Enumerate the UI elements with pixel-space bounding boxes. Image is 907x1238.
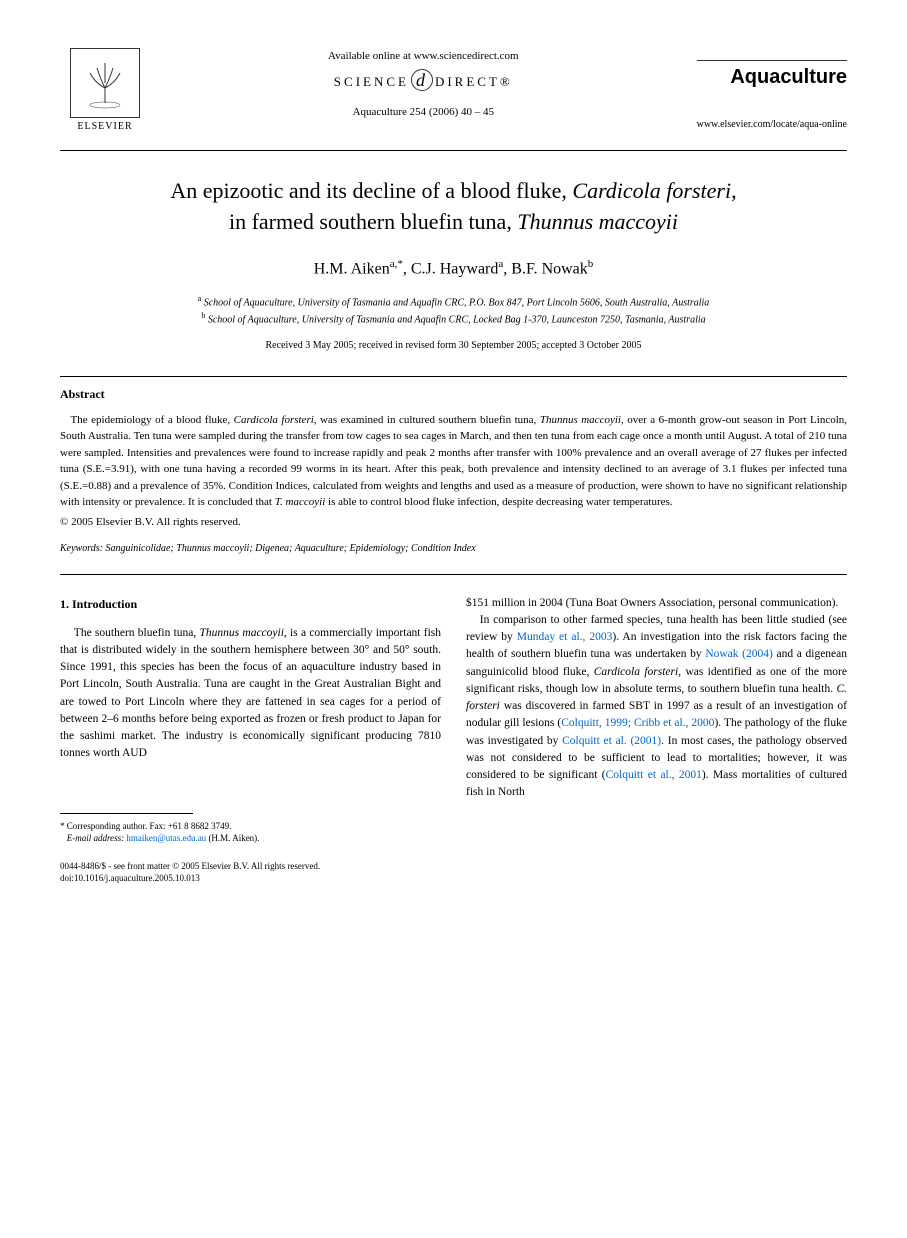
header-center: Available online at www.sciencedirect.co… <box>150 40 697 123</box>
intro-heading: 1. Introduction <box>60 595 441 613</box>
abs-t4: is able to control blood fluke infection… <box>325 496 672 508</box>
title-line1-post: , <box>731 178 737 203</box>
elsevier-tree-icon <box>70 48 140 118</box>
issn-line: 0044-8486/$ - see front matter © 2005 El… <box>60 860 441 873</box>
ref-munday[interactable]: Munday et al., 2003 <box>517 631 613 643</box>
abs-t2: , was examined in cultured southern blue… <box>314 414 540 426</box>
sd-at-icon: d <box>411 69 433 91</box>
author-1: H.M. Aiken <box>314 260 390 277</box>
keywords-line: Keywords: Sanguinicolidae; Thunnus macco… <box>60 543 847 554</box>
email-who: (H.M. Aiken). <box>208 833 259 843</box>
corresponding-footnote: * Corresponding author. Fax: +61 8 8682 … <box>60 820 441 845</box>
available-online-text: Available online at www.sciencedirect.co… <box>150 50 697 62</box>
elsevier-logo: ELSEVIER <box>60 40 150 140</box>
citation-line: Aquaculture 254 (2006) 40 – 45 <box>150 106 697 118</box>
sd-suffix: DIRECT® <box>435 74 513 89</box>
affil-a-text: School of Aquaculture, University of Tas… <box>201 297 709 308</box>
header-divider <box>60 150 847 151</box>
page-header: ELSEVIER Available online at www.science… <box>60 40 847 140</box>
sd-prefix: SCIENCE <box>334 74 409 89</box>
footnote-divider <box>60 813 193 814</box>
affiliations: a School of Aquaculture, University of T… <box>60 293 847 328</box>
ref-colquitt-cribb[interactable]: Colquitt, 1999; Cribb et al., 2000 <box>561 717 714 729</box>
email-label: E-mail address: <box>67 833 124 843</box>
corr-label: * Corresponding author. Fax: +61 8 8682 … <box>60 820 441 833</box>
c2p2-i1: Cardicola forsteri <box>594 666 678 678</box>
author-3-affil: b <box>588 258 594 270</box>
abs-i1: Cardicola forsteri <box>234 414 314 426</box>
col2-para-1: $151 million in 2004 (Tuna Boat Owners A… <box>466 595 847 612</box>
abstract-heading: Abstract <box>60 387 847 402</box>
science-direct-logo: SCIENCEdDIRECT® <box>150 70 697 91</box>
email-line: E-mail address: hmaiken@utas.edu.au (H.M… <box>60 832 441 845</box>
body-columns: 1. Introduction The southern bluefin tun… <box>60 595 847 885</box>
ref-colquitt-2001a[interactable]: Colquitt et al. (2001) <box>562 735 661 747</box>
c1p1-pre: The southern bluefin tuna, <box>74 627 200 639</box>
c1p1-italic: Thunnus maccoyii <box>200 627 284 639</box>
intro-para-1: The southern bluefin tuna, Thunnus macco… <box>60 625 441 763</box>
right-column: $151 million in 2004 (Tuna Boat Owners A… <box>466 595 847 885</box>
email-address[interactable]: hmaiken@utas.edu.au <box>124 833 208 843</box>
journal-box: Aquaculture www.elsevier.com/locate/aqua… <box>697 40 847 130</box>
journal-url: www.elsevier.com/locate/aqua-online <box>697 119 847 130</box>
abs-t3: , over a 6-month grow-out season in Port… <box>60 414 847 509</box>
article-dates: Received 3 May 2005; received in revised… <box>60 340 847 351</box>
title-line2-italic: Thunnus maccoyii <box>517 209 678 234</box>
authors-line: H.M. Aikena,*, C.J. Haywarda, B.F. Nowak… <box>60 258 847 278</box>
abstract-bottom-divider <box>60 574 847 575</box>
abstract-top-divider <box>60 376 847 377</box>
keywords-text: Sanguinicolidae; Thunnus maccoyii; Digen… <box>103 543 476 554</box>
title-line1-italic: Cardicola forsteri <box>572 178 731 203</box>
left-column: 1. Introduction The southern bluefin tun… <box>60 595 441 885</box>
title-line1-pre: An epizootic and its decline of a blood … <box>170 178 572 203</box>
abs-i2: Thunnus maccoyii <box>540 414 621 426</box>
abstract-text: The epidemiology of a blood fluke, Cardi… <box>60 412 847 511</box>
col2-para-2: In comparison to other farmed species, t… <box>466 612 847 802</box>
article-title: An epizootic and its decline of a blood … <box>60 176 847 238</box>
author-3: , B.F. Nowak <box>503 260 588 277</box>
keywords-label: Keywords: <box>60 543 103 554</box>
doi-line: doi:10.1016/j.aquaculture.2005.10.013 <box>60 872 441 885</box>
footer-info: 0044-8486/$ - see front matter © 2005 El… <box>60 860 441 885</box>
journal-name: Aquaculture <box>697 60 847 89</box>
ref-colquitt-2001b[interactable]: Colquitt et al., 2001 <box>606 769 702 781</box>
affil-b-text: School of Aquaculture, University of Tas… <box>205 315 705 326</box>
ref-nowak[interactable]: Nowak (2004) <box>705 648 773 660</box>
author-2: , C.J. Hayward <box>403 260 499 277</box>
abstract-copyright: © 2005 Elsevier B.V. All rights reserved… <box>60 516 847 528</box>
c1p1-post: , is a commercially important fish that … <box>60 627 441 760</box>
title-line2-pre: in farmed southern bluefin tuna, <box>229 209 517 234</box>
abs-i3: T. maccoyii <box>275 496 326 508</box>
abs-t1: The epidemiology of a blood fluke, <box>71 414 234 426</box>
elsevier-label: ELSEVIER <box>77 121 132 132</box>
